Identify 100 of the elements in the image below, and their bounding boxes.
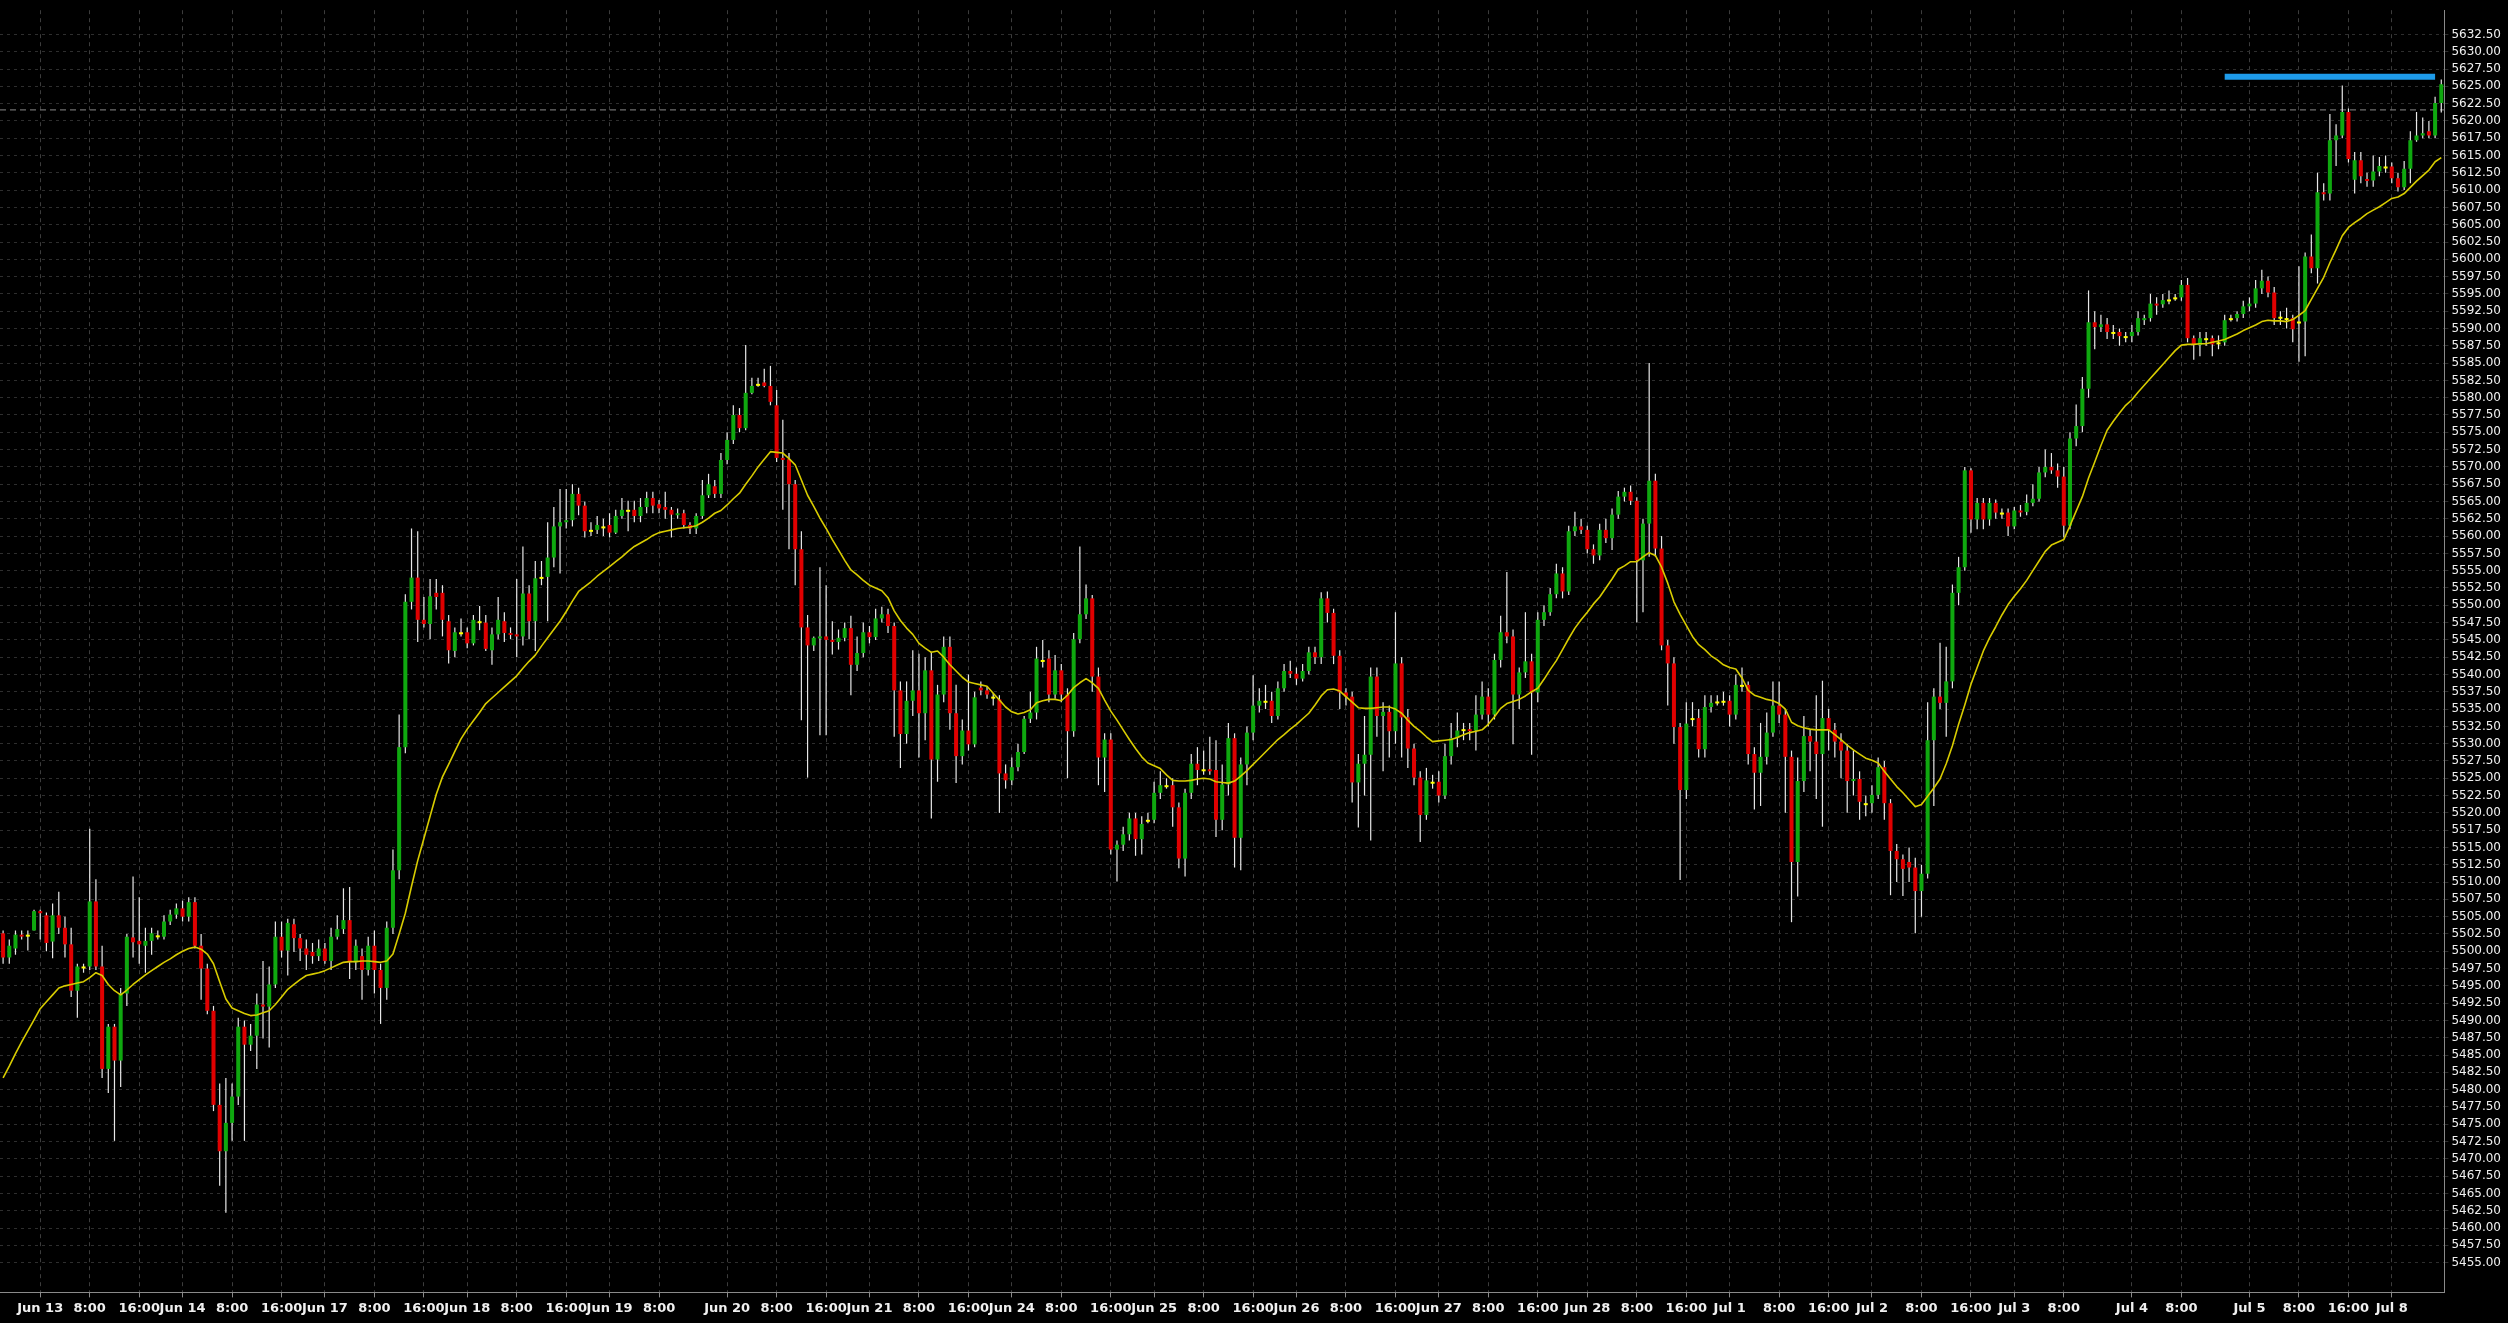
candlestick: [335, 914, 340, 941]
candlestick: [2259, 269, 2264, 295]
y-tick-label: 5612.50: [2451, 164, 2501, 179]
x-tick-label: 8:00: [1329, 1299, 1363, 1315]
x-tick-label: 8:00: [1762, 1299, 1796, 1315]
candlestick: [1127, 812, 1132, 842]
candlestick: [2365, 172, 2370, 188]
candlestick: [2092, 310, 2097, 350]
y-tick-label: 5477.50: [2451, 1099, 2501, 1114]
x-tick-label: 8:00: [215, 1299, 249, 1315]
candlestick: [836, 628, 841, 651]
y-tick-label: 5470.00: [2451, 1150, 2501, 1165]
x-tick-label: 16:00: [1665, 1299, 1708, 1315]
candlestick: [1145, 812, 1150, 824]
candlestick: [2414, 111, 2419, 143]
candlestick: [558, 488, 563, 575]
y-tick-label: 5472.50: [2451, 1133, 2501, 1148]
candlestick: [607, 512, 612, 539]
candlestick: [564, 488, 569, 530]
candlestick: [1480, 680, 1485, 721]
candlestick: [1387, 705, 1392, 759]
candlestick: [2266, 276, 2271, 298]
candlestick: [248, 1023, 253, 1052]
candlestick: [916, 653, 921, 759]
candlestick: [1102, 732, 1107, 793]
y-tick-label: 5502.50: [2451, 926, 2501, 941]
x-tick-label: 8:00: [902, 1299, 936, 1315]
candlestick: [1473, 694, 1478, 752]
y-tick-label: 5600.00: [2451, 251, 2501, 266]
candlestick: [638, 497, 643, 523]
y-tick-label: 5587.50: [2451, 337, 2501, 352]
candlestick: [1993, 498, 1998, 520]
candlestick: [545, 521, 550, 622]
candlestick: [1541, 604, 1546, 627]
y-tick-label: 5522.50: [2451, 787, 2501, 802]
y-tick-label: 5487.50: [2451, 1029, 2501, 1044]
candlestick: [2006, 507, 2011, 537]
y-tick-label: 5602.50: [2451, 234, 2501, 249]
candlestick: [2340, 85, 2345, 139]
y-tick-label: 5622.50: [2451, 95, 2501, 110]
candlestick: [56, 891, 61, 935]
y-tick-label: 5542.50: [2451, 649, 2501, 664]
candlestick: [663, 491, 668, 520]
y-tick-label: 5537.50: [2451, 683, 2501, 698]
y-tick-label: 5495.00: [2451, 977, 2501, 992]
y-tick-label: 5465.00: [2451, 1185, 2501, 1200]
candlestick: [1591, 543, 1596, 565]
candlestick: [817, 566, 822, 736]
candlestick: [762, 368, 767, 388]
candlestick: [1913, 857, 1918, 934]
x-tick-label: Jul 5: [2232, 1299, 2266, 1315]
candlestick: [1504, 571, 1509, 644]
x-tick-label: 8:00: [642, 1299, 676, 1315]
candlestick: [1616, 490, 1621, 520]
y-tick-label: 5535.00: [2451, 701, 2501, 716]
candlestick: [805, 614, 810, 779]
x-tick-label: 8:00: [1045, 1299, 1078, 1315]
x-tick-label: 8:00: [1905, 1299, 1938, 1315]
candlestick: [1449, 722, 1454, 766]
candlestick: [1003, 763, 1008, 790]
x-tick-label: Jun 26: [1272, 1299, 1320, 1315]
x-tick-label: 8:00: [2047, 1299, 2080, 1315]
candlestick: [1195, 746, 1200, 786]
y-tick-label: 5457.50: [2451, 1237, 2501, 1252]
candlestick: [1814, 694, 1819, 800]
candlestick: [322, 942, 327, 965]
y-tick-label: 5607.50: [2451, 199, 2501, 214]
candlestick: [260, 960, 266, 1040]
candlestick: [1999, 507, 2004, 520]
candlestick: [2334, 123, 2339, 167]
x-tick-label: Jun 14: [158, 1299, 206, 1315]
candlestick: [1554, 563, 1559, 599]
candlestick: [2098, 314, 2103, 333]
candlestick: [1727, 694, 1732, 727]
y-tick-label: 5590.00: [2451, 320, 2501, 335]
x-tick-label: 16:00: [1517, 1299, 1559, 1315]
candlestick: [378, 963, 383, 1025]
candlestick: [1201, 750, 1206, 776]
candlestick: [725, 431, 730, 465]
candlestick: [2179, 279, 2184, 302]
candlestick: [780, 419, 785, 511]
candlestick: [1826, 708, 1831, 752]
candlestick: [1015, 743, 1020, 772]
candlestick: [768, 365, 773, 406]
candlestick: [2402, 160, 2407, 191]
candlestick: [910, 649, 915, 717]
y-tick-label: 5500.00: [2451, 943, 2501, 958]
candlestick: [186, 896, 191, 923]
y-tick-label: 5462.50: [2451, 1202, 2501, 1217]
candlestick: [2377, 156, 2382, 177]
candlestick: [1777, 680, 1782, 724]
candlestick: [855, 635, 860, 672]
candlestick: [25, 929, 30, 952]
y-tick-label: 5552.50: [2451, 580, 2501, 595]
candlestick: [1040, 639, 1045, 669]
y-tick-label: 5582.50: [2451, 372, 2501, 387]
y-tick-label: 5555.00: [2451, 562, 2501, 577]
candlestick: [2129, 324, 2134, 343]
candlestick: [861, 621, 866, 658]
x-tick-label: Jun 19: [585, 1299, 633, 1315]
